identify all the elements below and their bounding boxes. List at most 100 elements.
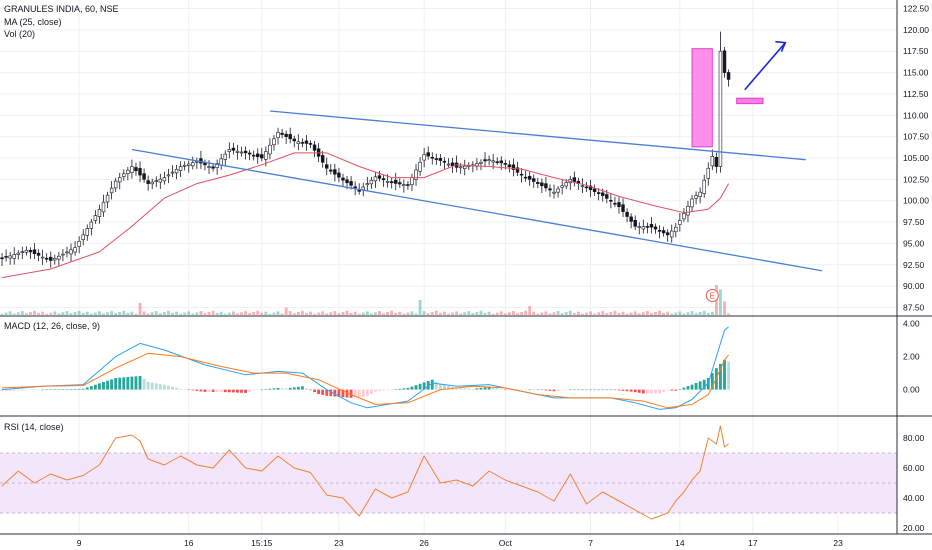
volume-bar: [621, 311, 625, 315]
candle-body: [40, 256, 45, 259]
macd-histogram-bar: [276, 387, 280, 390]
candle-body: [690, 198, 694, 208]
macd-histogram-bar: [605, 389, 609, 391]
candle-body: [8, 255, 12, 259]
candle-body: [32, 249, 37, 254]
candle-body: [584, 186, 589, 189]
volume-bar: [146, 313, 150, 315]
candle-body: [377, 175, 382, 179]
candle-body: [353, 186, 357, 189]
candle-body: [113, 180, 118, 189]
volume-bar: [536, 313, 540, 315]
candle-body: [85, 228, 89, 236]
macd-histogram-bar: [568, 389, 572, 391]
candle-body: [414, 169, 418, 180]
volume-bar: [313, 313, 316, 315]
candle-body: [215, 163, 219, 168]
candle-body: [134, 167, 138, 172]
volume-bar: [402, 313, 406, 315]
macd-histogram-bar: [386, 389, 390, 391]
macd-histogram-bar: [585, 389, 588, 391]
candle-body: [329, 169, 333, 172]
macd-histogram-bar: [146, 381, 150, 390]
x-tick-label: 7: [588, 538, 593, 548]
rsi-title: RSI (14, close): [4, 422, 64, 432]
macd-histogram-bar: [365, 389, 369, 397]
volume-bar: [532, 311, 536, 315]
candle-body: [499, 160, 503, 164]
volume-bar: [694, 313, 698, 315]
volume-bar: [455, 311, 459, 315]
macd-histogram-bar: [33, 389, 36, 391]
macd-histogram-bar: [195, 389, 199, 391]
candle-body: [450, 162, 455, 166]
volume-bar: [475, 312, 479, 315]
macd-histogram-bar: [300, 386, 304, 390]
volume-bar: [268, 313, 272, 315]
volume-bar: [288, 311, 292, 315]
macd-histogram-bar: [321, 389, 325, 395]
candle-body: [349, 181, 353, 186]
volume-bar: [126, 312, 130, 315]
earnings-marker: [705, 289, 719, 303]
candle-body: [251, 154, 256, 157]
candle-body: [61, 253, 65, 256]
macd-histogram-bar: [650, 389, 653, 394]
candle-body: [564, 182, 568, 187]
macd-histogram-bar: [85, 387, 89, 390]
volume-bar: [495, 312, 499, 315]
candle-body: [548, 188, 552, 191]
target-level-box: [736, 97, 764, 105]
macd-histogram-bar: [248, 389, 252, 392]
volume-bar: [609, 312, 613, 315]
volume-bar: [357, 313, 361, 315]
candle-body: [519, 173, 524, 176]
volume-bar: [552, 312, 556, 315]
price-tick-label: 97.50: [903, 217, 925, 227]
macd-histogram-bar: [524, 389, 528, 391]
volume-bar: [438, 312, 442, 315]
macd-histogram-bar: [459, 388, 463, 390]
candle-body: [653, 226, 658, 230]
candle-body: [637, 226, 641, 228]
candle-body: [276, 132, 280, 139]
volume-bar: [77, 310, 81, 315]
candle-body: [536, 182, 540, 184]
volume-bar: [690, 311, 694, 315]
macd-histogram-bar: [349, 389, 353, 398]
volume-bar: [203, 313, 207, 315]
x-tick-label: 14: [675, 538, 685, 548]
macd-histogram-bar: [398, 388, 402, 390]
macd-histogram-bar: [260, 389, 264, 391]
volume-bar: [564, 312, 568, 315]
macd-histogram-bar: [284, 388, 288, 390]
candle-body: [333, 169, 337, 175]
macd-histogram-bar: [45, 389, 49, 391]
volume-bar: [516, 313, 519, 315]
volume-bar: [398, 311, 402, 315]
price-tick-label: 107.50: [903, 132, 929, 142]
volume-bar: [69, 313, 73, 315]
chart-title: GRANULES INDIA, 60, NSE: [4, 4, 119, 14]
candle-body: [73, 247, 77, 253]
volume-bar: [24, 313, 28, 315]
price-tick-label: 120.00: [903, 25, 929, 35]
macd-histogram-bar: [134, 376, 138, 390]
macd-histogram-bar: [81, 388, 85, 390]
candle-body: [385, 180, 390, 183]
macd-histogram-bar: [654, 389, 657, 394]
volume-bar: [89, 313, 93, 315]
candle-body: [532, 178, 536, 182]
candle-body: [402, 184, 406, 186]
candle-body: [629, 216, 633, 222]
macd-histogram-bar: [374, 389, 377, 392]
volume-bar: [8, 311, 12, 315]
earnings-marker-label: E: [710, 292, 715, 301]
candle-body: [357, 190, 361, 192]
candle-body: [272, 138, 276, 146]
price-tick-label: 90.00: [903, 281, 925, 291]
macd-histogram-bar: [694, 383, 698, 390]
volume-bar: [260, 312, 264, 315]
macd-histogram-bar: [540, 389, 544, 391]
candle-body: [304, 140, 309, 144]
